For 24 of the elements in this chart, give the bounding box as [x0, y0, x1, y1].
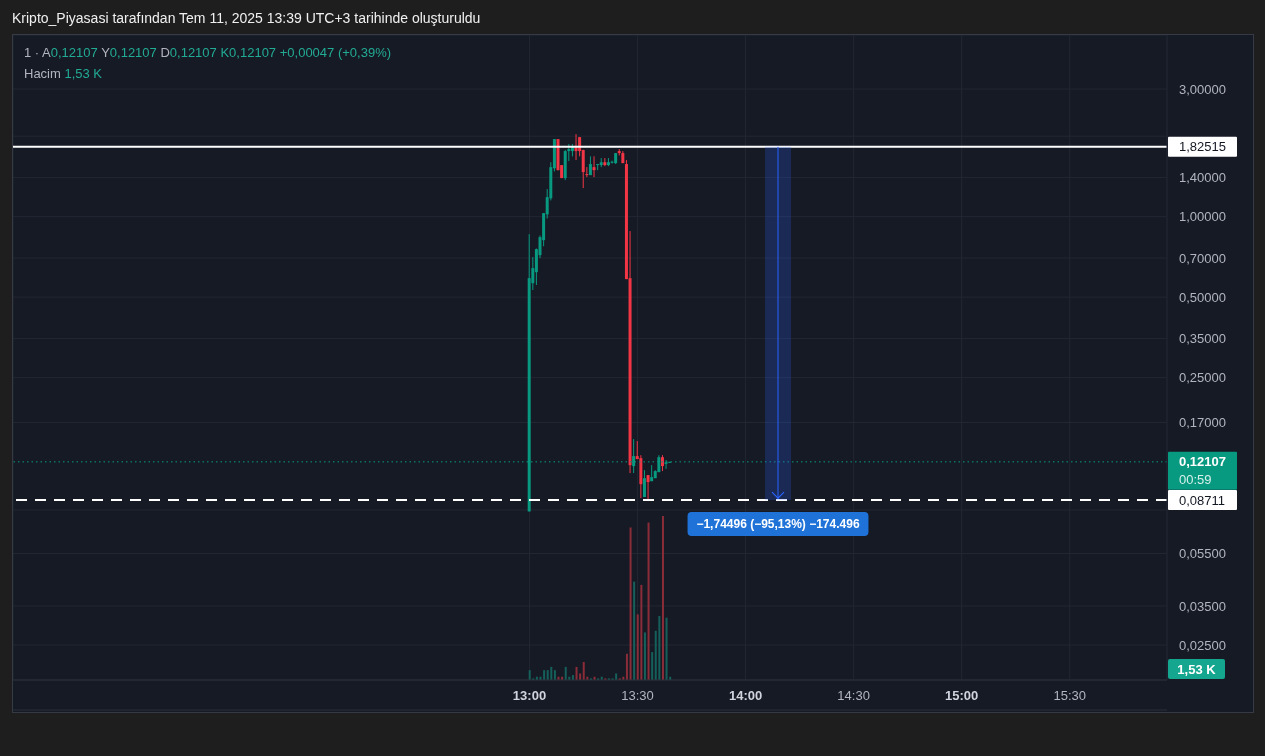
- ref-line-label: 1,82515: [1179, 139, 1226, 155]
- y-tick-label: 0,35000: [1179, 331, 1226, 347]
- chart-title: 1 · A0,12107 Y0,12107 D0,12107 K0,12107 +0,00047 (+0,39%): [24, 45, 392, 60]
- y-tick-label: 0,02500: [1179, 637, 1226, 653]
- ref-line-label: 0,08711: [1179, 492, 1226, 508]
- x-tick-label: 13:00: [512, 687, 547, 703]
- annotation: −1,74496 (−95,13%) −174.496: [696, 517, 860, 532]
- x-tick-label: 14:30: [837, 687, 870, 703]
- text: Kripto_Piyasasi tarafından Tem 11, 2025 13:39 UTC+3 tarihinde oluşturuldu: [12, 10, 481, 26]
- y-tick-label: 0,05500: [1179, 546, 1226, 562]
- y-tick-label: 0,25000: [1179, 370, 1226, 386]
- y-tick-label: 0,03500: [1179, 598, 1226, 614]
- y-tick-label: 0,17000: [1179, 414, 1226, 430]
- y-tick-label: 1,00000: [1179, 209, 1226, 225]
- y-tick-label: 1,40000: [1179, 170, 1226, 186]
- x-tick-label: 15:00: [945, 687, 979, 703]
- x-tick-label: 15:30: [1053, 687, 1087, 703]
- y-tick-label: 3,00000: [1179, 81, 1226, 97]
- x-tick-label: 14:00: [728, 687, 763, 703]
- x-tick-label: 13:30: [621, 687, 654, 703]
- ref-line-label: 0,12107 00:59: [1179, 454, 1226, 488]
- y-tick-label: 0,50000: [1179, 289, 1226, 305]
- text: Hacim 1,53 K: [24, 66, 103, 81]
- y-tick-label: 0,70000: [1179, 250, 1226, 266]
